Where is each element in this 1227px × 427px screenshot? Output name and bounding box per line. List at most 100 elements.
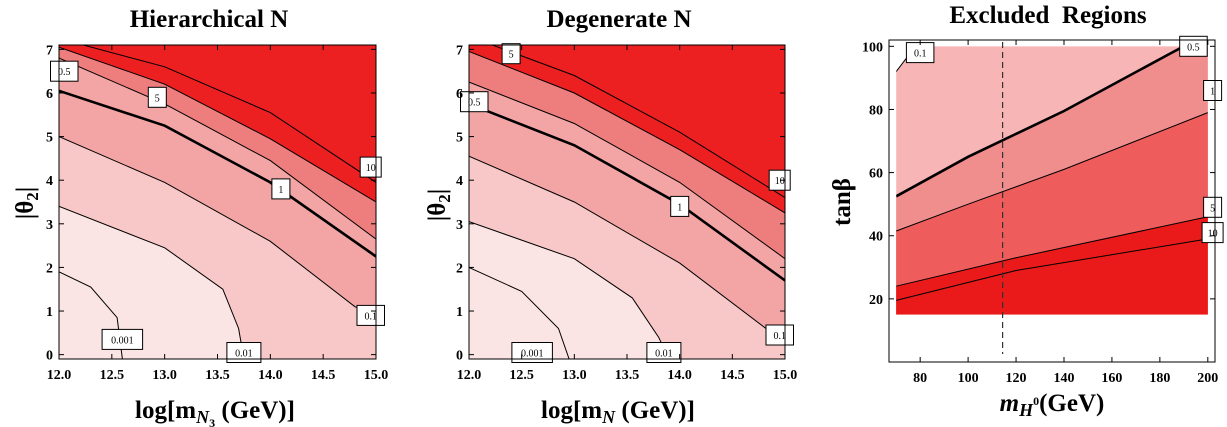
y-tick-label: 5 (46, 131, 53, 146)
y-tick-label: 3 (456, 218, 463, 233)
svg-text:0.1: 0.1 (773, 331, 786, 342)
y-tick-label: 0 (46, 349, 53, 364)
contour-label-0_001: 0.001 (101, 328, 144, 350)
x-tick-label: 14.0 (258, 368, 283, 383)
contour-line-5 (59, 46, 376, 203)
contour-label-10: 10 (359, 156, 382, 178)
x-tick-label: 12.5 (100, 368, 125, 383)
x-tick-label: 13.0 (152, 368, 177, 383)
contour-label-0_5: 0.5 (460, 91, 489, 113)
x-tick-label: 140 (1053, 371, 1074, 386)
contour-label-5: 5 (501, 43, 521, 65)
contour-label-0_5: 0.5 (50, 60, 79, 82)
svg-text:10: 10 (366, 163, 376, 174)
y-tick-label: 1 (456, 305, 463, 320)
x-axis-label: log[mN3 (GeV)] (135, 397, 295, 427)
y-tick-label: 5 (456, 131, 463, 146)
x-tick-label: 160 (1101, 371, 1122, 386)
y-tick-label: 60 (869, 167, 883, 182)
y-ticks: 0 1 2 3 4 5 6 7 (46, 43, 376, 364)
svg-text:0.01: 0.01 (655, 349, 673, 360)
y-tick-label: 0 (456, 349, 463, 364)
y-tick-label: 7 (456, 43, 463, 58)
x-tick-label: 12.5 (509, 368, 534, 383)
contour-label-5: 5 (1203, 196, 1223, 218)
contour-label-1: 1 (1203, 80, 1223, 101)
contour-label-0_01: 0.01 (646, 342, 682, 363)
contour-lines (896, 46, 1208, 301)
contour-line-5 (469, 51, 785, 214)
contour-label-0_1: 0.1 (765, 324, 794, 346)
x-tick-label: 200 (1197, 371, 1218, 386)
contour-labels: 10 5 1 0.5 0.1 0.001 0.01 (460, 43, 794, 363)
y-tick-label: 6 (46, 87, 53, 102)
y-tick-label: 2 (456, 261, 463, 276)
svg-text:0.001: 0.001 (521, 349, 544, 360)
contour-line-1 (896, 112, 1208, 232)
regions (469, 45, 785, 359)
svg-text:1: 1 (677, 202, 682, 213)
contour-label-5: 5 (147, 86, 167, 108)
x-ticks: 12.0 12.5 13.0 13.5 14.0 14.5 15.0 (47, 45, 389, 383)
region-5 (469, 45, 785, 213)
y-tick-label: 7 (46, 43, 53, 58)
contour-label-10: 10 (1201, 222, 1224, 244)
contour-line-0_5 (469, 81, 785, 260)
x-ticks: 12.0 12.5 13.0 13.5 14.0 14.5 15.0 (457, 45, 798, 383)
y-tick-label: 4 (46, 174, 53, 189)
y-tick-label: 6 (456, 87, 463, 102)
contour-line-0_001 (469, 266, 570, 359)
x-axis-label: log[mN (GeV)] (541, 397, 695, 427)
x-tick-label: 13.0 (562, 368, 587, 383)
x-tick-label: 100 (958, 371, 979, 386)
contour-label-10: 10 (768, 169, 791, 191)
svg-text:1: 1 (1210, 87, 1215, 98)
svg-text:0.01: 0.01 (235, 349, 253, 360)
y-axis-label: tanβ (829, 178, 856, 226)
contour-line-5 (896, 216, 1208, 287)
y-tick-label: 2 (46, 261, 53, 276)
x-tick-label: 15.0 (773, 368, 798, 383)
contour-line-1 (469, 102, 785, 282)
svg-text:5: 5 (1210, 203, 1215, 214)
chart-title: Hierarchical N (130, 6, 289, 33)
contour-line-10 (490, 45, 785, 199)
svg-text:1: 1 (278, 185, 283, 196)
contour-line-0_01 (59, 205, 245, 359)
svg-text:0.5: 0.5 (58, 67, 71, 78)
svg-text:10: 10 (1208, 229, 1218, 240)
x-tick-label: 13.5 (615, 368, 640, 383)
x-tick-label: 80 (913, 371, 927, 386)
contour-labels: 0.1 0.5 1 5 10 (905, 35, 1224, 244)
svg-text:10: 10 (775, 176, 785, 187)
y-ticks: 20 40 60 80 100 (862, 40, 1215, 308)
contour-line-0_5 (896, 46, 1185, 198)
y-axis-label: |θ2| (12, 187, 42, 220)
svg-text:0.5: 0.5 (468, 98, 481, 109)
x-tick-label: 12.0 (457, 368, 482, 383)
x-tick-label: 120 (1006, 371, 1027, 386)
y-tick-label: 3 (46, 218, 53, 233)
x-tick-label: 12.0 (47, 368, 72, 383)
x-tick-label: 15.0 (364, 368, 389, 383)
y-tick-label: 4 (456, 174, 463, 189)
contour-line-10 (896, 238, 1208, 301)
y-tick-label: 20 (869, 293, 883, 308)
svg-text:0.1: 0.1 (914, 49, 927, 60)
x-tick-label: 14.5 (720, 368, 745, 383)
y-tick-label: 1 (46, 305, 53, 320)
y-tick-label: 100 (862, 40, 883, 55)
x-tick-label: 14.5 (311, 368, 336, 383)
contour-label-1: 1 (271, 178, 291, 200)
contour-line-1 (59, 89, 376, 258)
panel-excluded-regions: Excluded Regions 0.1 0.5 1 5 10 80 100 120 140 1… (829, 2, 1224, 420)
regions (896, 46, 1208, 315)
contour-label-0_5: 0.5 (1179, 35, 1208, 57)
contour-label-0_1: 0.1 (356, 304, 385, 326)
y-tick-label: 80 (869, 103, 883, 118)
contour-line-0_5 (59, 57, 376, 240)
x-tick-label: 180 (1149, 371, 1170, 386)
